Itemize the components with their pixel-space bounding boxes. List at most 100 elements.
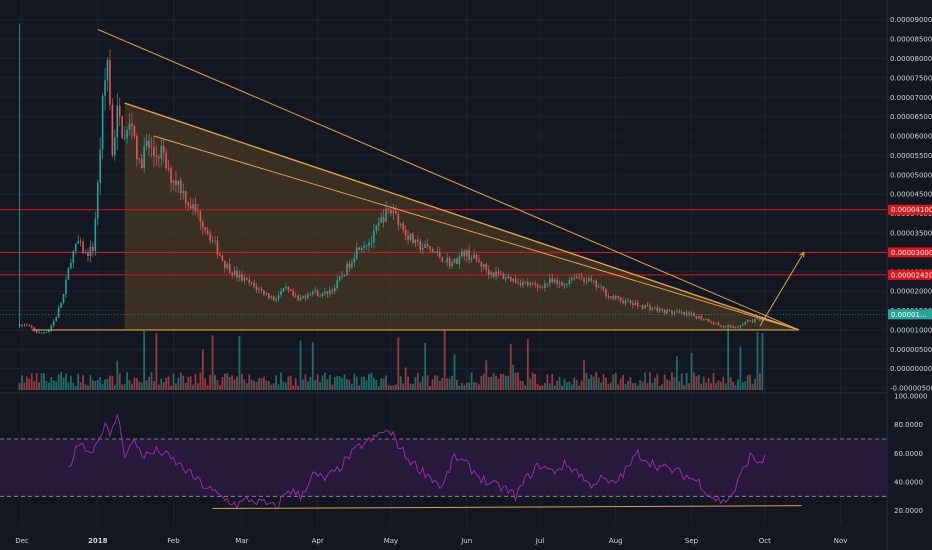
time-axis[interactable]: Dec 2018 Feb Mar Apr May Jun Jul Aug Sep Oct Nov xyxy=(15,537,847,545)
candle-body xyxy=(92,246,94,252)
candle-body xyxy=(722,325,725,328)
wedge-top-trendline xyxy=(124,102,800,331)
outer-trendline xyxy=(97,28,800,331)
volume-bar xyxy=(250,379,253,390)
volume-bar xyxy=(453,354,456,390)
candle-body xyxy=(38,332,40,334)
candle-body xyxy=(175,180,177,186)
candle-body xyxy=(250,282,253,284)
candle-body xyxy=(23,324,26,326)
price-tick-label: 0.00008000 xyxy=(890,55,932,63)
candle-body xyxy=(338,276,341,281)
volume-bar xyxy=(104,379,106,390)
volume-bar xyxy=(568,381,571,390)
volume-bar xyxy=(192,384,194,390)
candle-body xyxy=(507,276,510,279)
volume-bar xyxy=(111,375,114,390)
candle-body xyxy=(387,208,390,211)
price-axis[interactable]: 0.00009000 0.00008500 0.00008000 0.00007500… xyxy=(888,16,932,515)
candle-body xyxy=(26,325,28,326)
candle-body xyxy=(302,296,304,299)
volume-bar xyxy=(45,380,48,390)
candle-body xyxy=(245,277,248,280)
volume-bar xyxy=(570,384,573,390)
candle-body xyxy=(439,251,441,258)
time-tick-label: Feb xyxy=(167,537,180,545)
candle-body xyxy=(407,235,409,240)
candle-body xyxy=(165,152,167,169)
volume-bar xyxy=(194,373,197,390)
trendline-drawings[interactable] xyxy=(31,28,805,331)
candle-body xyxy=(702,319,705,321)
candle-body xyxy=(192,204,194,209)
candle-body xyxy=(475,254,478,260)
volume-bar xyxy=(280,372,282,390)
candle-body xyxy=(182,190,185,194)
candlesticks xyxy=(18,23,764,335)
volume-bar xyxy=(519,380,522,390)
volume-bar xyxy=(409,383,412,390)
candle-body xyxy=(619,297,622,301)
volume-bar xyxy=(390,385,392,390)
candle-body xyxy=(490,272,492,275)
time-tick-label: May xyxy=(384,537,398,545)
candle-body xyxy=(33,327,36,331)
volume-bar xyxy=(370,372,373,390)
candle-body xyxy=(483,264,485,268)
candle-body xyxy=(463,251,466,257)
volume-bar xyxy=(690,352,693,390)
volume-bar xyxy=(759,373,761,390)
volume-bar xyxy=(402,383,405,390)
volume-bar xyxy=(470,372,473,390)
candle-body xyxy=(243,277,246,281)
candle-body xyxy=(639,305,642,307)
price-tick-label: -0.00000500 xyxy=(890,385,932,393)
volume-bar xyxy=(96,380,99,390)
candle-body xyxy=(348,263,351,268)
candle-body xyxy=(399,223,402,226)
candle-body xyxy=(698,316,700,319)
volume-bar xyxy=(302,379,304,390)
volume-bar xyxy=(595,372,598,390)
candle-body xyxy=(43,332,45,334)
candle-body xyxy=(746,320,749,323)
price-tick-label: 0.00003500 xyxy=(890,229,932,237)
candle-body xyxy=(145,140,148,147)
candle-body xyxy=(690,313,693,315)
volume-bar xyxy=(150,372,153,390)
candle-body xyxy=(446,258,448,263)
volume-bar xyxy=(260,378,263,390)
volume-bar xyxy=(321,375,324,390)
volume-bar xyxy=(497,378,500,390)
volume-bar xyxy=(580,380,583,390)
volume-bar xyxy=(458,385,461,390)
volume-bar xyxy=(243,379,246,390)
volume-bar xyxy=(387,384,390,390)
volume-bar xyxy=(739,346,742,390)
candle-body xyxy=(101,95,104,150)
volume-bar xyxy=(609,382,612,390)
candle-body xyxy=(524,281,527,283)
candle-body xyxy=(749,320,751,322)
volume-bar xyxy=(43,373,45,390)
candle-body xyxy=(456,258,458,264)
volume-bar xyxy=(145,380,148,390)
volume-bar xyxy=(587,379,590,390)
volume-bar xyxy=(556,380,559,390)
volume-bar xyxy=(407,376,409,390)
candle-body xyxy=(729,325,732,327)
candle-body xyxy=(424,244,426,248)
candle-body xyxy=(116,105,119,138)
candle-body xyxy=(275,298,277,301)
candle-body xyxy=(40,332,43,334)
candle-body xyxy=(707,318,710,322)
volume-bar xyxy=(135,378,138,390)
candle-body xyxy=(272,296,275,301)
candle-body xyxy=(656,307,659,311)
volume-bar xyxy=(209,374,212,390)
volume-bar xyxy=(448,378,451,390)
volume-bar xyxy=(219,385,221,390)
candle-body xyxy=(319,295,321,297)
volume-bar xyxy=(336,375,339,390)
